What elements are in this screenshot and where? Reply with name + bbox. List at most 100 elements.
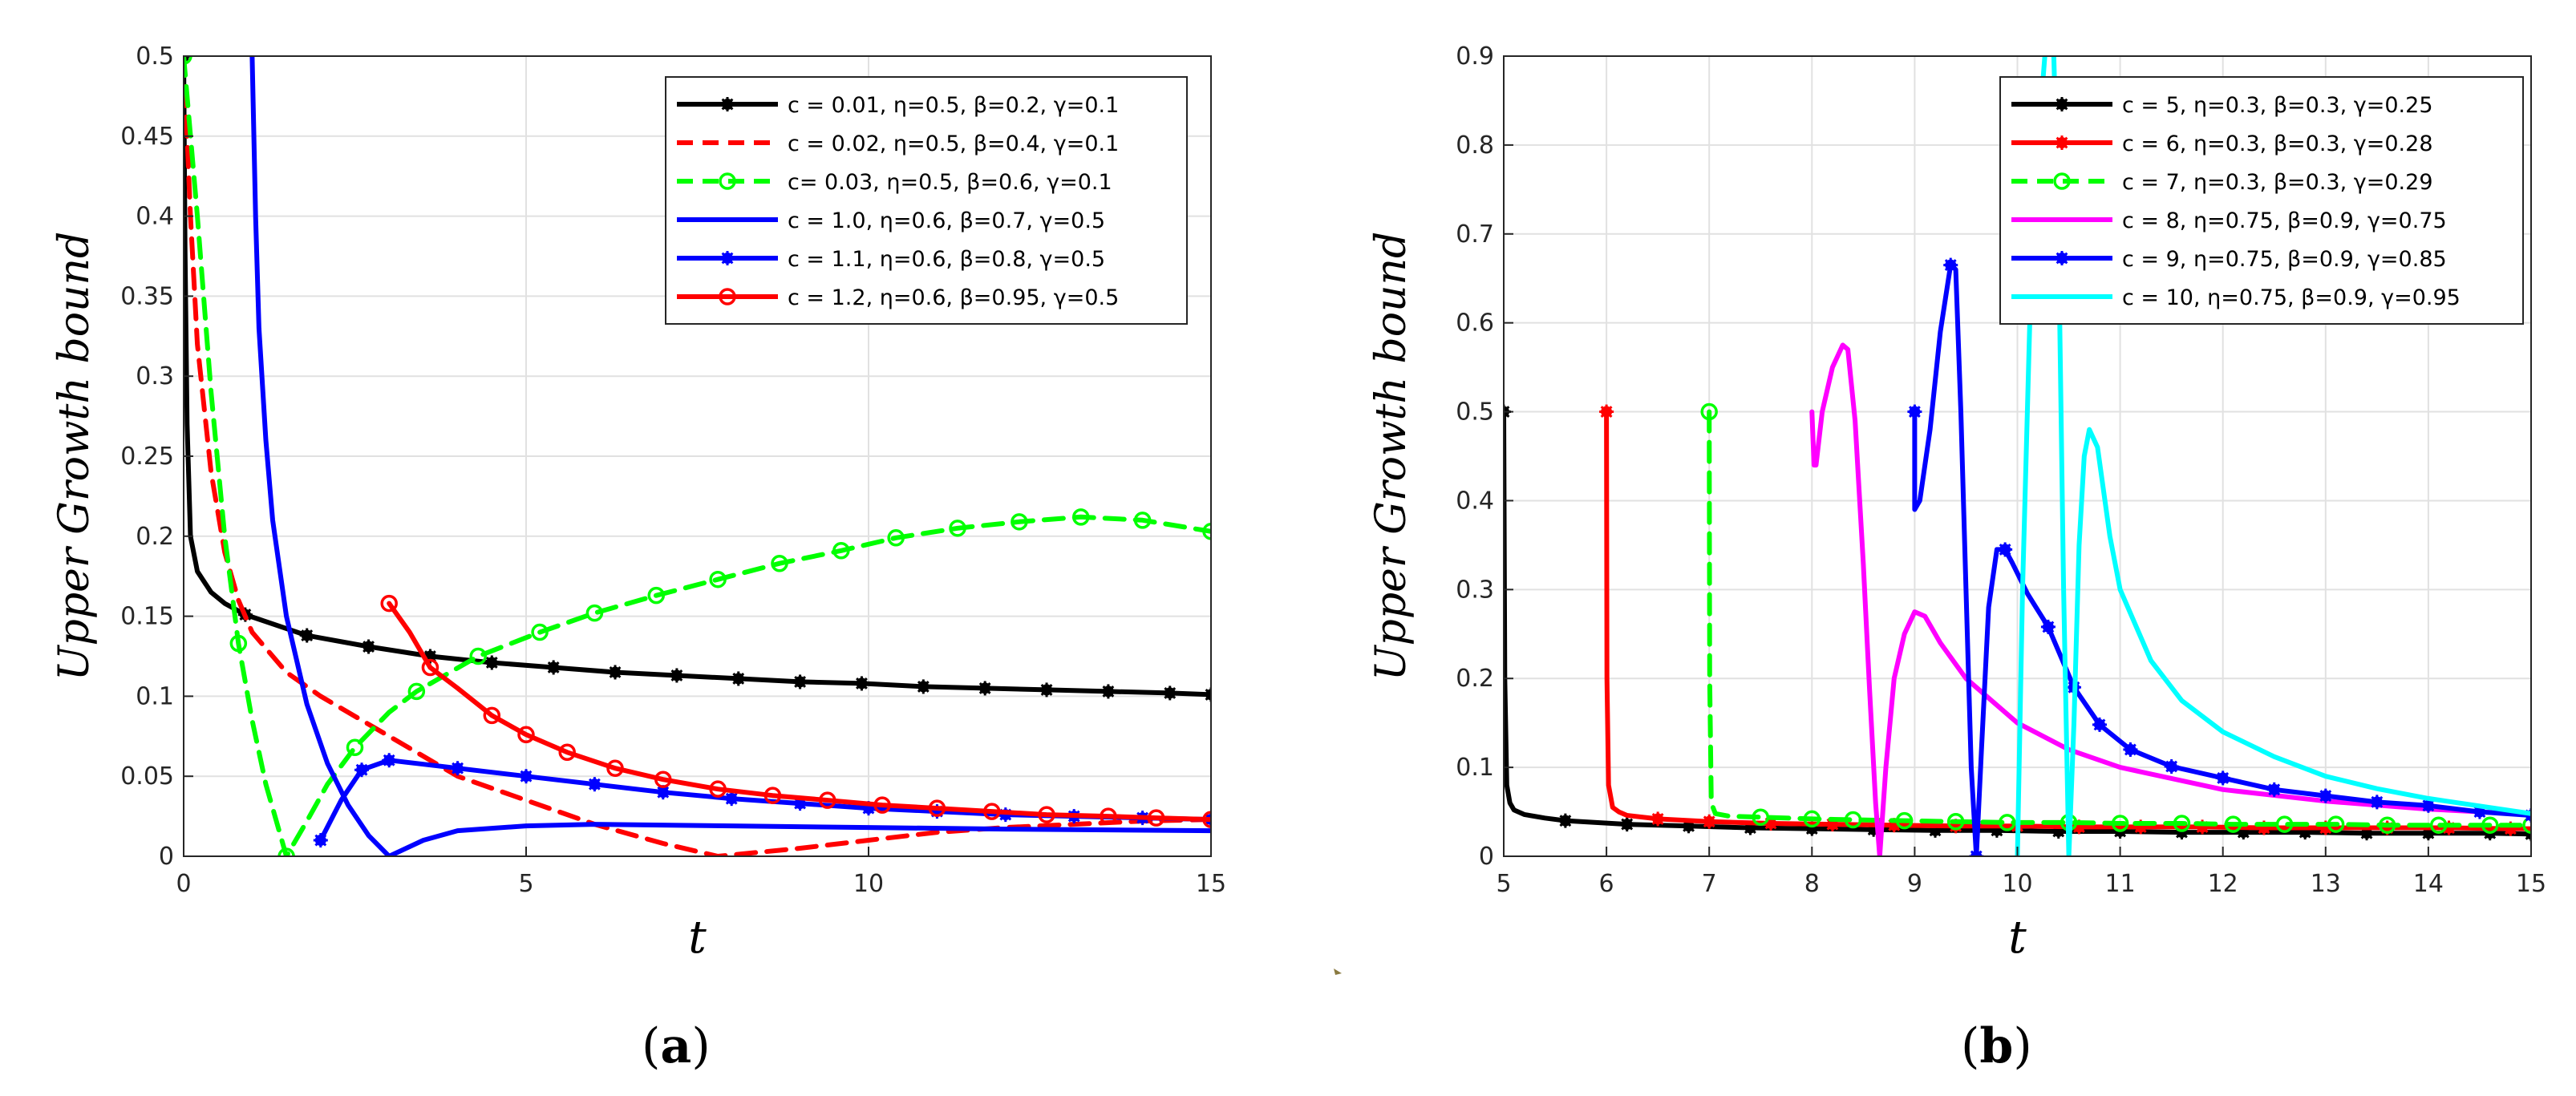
series-3-marker-14 bbox=[949, 520, 966, 537]
series-5-marker-5 bbox=[2040, 619, 2056, 634]
series-line-1 bbox=[1504, 409, 2531, 837]
series-3-marker-16 bbox=[2481, 816, 2499, 834]
x-tick-label: 10 bbox=[2002, 870, 2032, 898]
series-3-marker-9 bbox=[2111, 815, 2129, 832]
series-1-marker-2 bbox=[1557, 813, 1573, 828]
series-6-marker-9 bbox=[763, 787, 782, 804]
series-1-marker-14 bbox=[978, 681, 993, 696]
series-line-3 bbox=[1707, 409, 2531, 828]
series-5-marker-12 bbox=[2318, 788, 2333, 803]
y-tick-label: 0.1 bbox=[136, 682, 174, 710]
series-3-marker-2 bbox=[1752, 808, 1769, 826]
legend-entry-3: c= 0.03, η=0.5, β=0.6, γ=0.1 bbox=[788, 170, 1112, 195]
y-tick-label: 0.1 bbox=[1456, 754, 1494, 782]
y-tick-label: 0 bbox=[159, 843, 174, 871]
legend-marker-6 bbox=[719, 288, 736, 305]
legend-entry-6: c = 1.2, η=0.6, β=0.95, γ=0.5 bbox=[788, 285, 1119, 310]
stray-mark bbox=[1334, 969, 1342, 975]
legend-entry-2: c = 0.02, η=0.5, β=0.4, γ=0.1 bbox=[788, 131, 1119, 156]
series-2-marker-3 bbox=[1702, 814, 1717, 829]
series-3-marker-3 bbox=[277, 847, 295, 856]
legend: c = 5, η=0.3, β=0.3, γ=0.25 c = 6, η=0.3,… bbox=[1999, 76, 2524, 325]
series-6-marker-17 bbox=[1202, 811, 1211, 828]
x-tick-label: 0 bbox=[176, 870, 191, 898]
y-tick-label: 0.4 bbox=[1456, 487, 1494, 515]
x-tick-label: 6 bbox=[1599, 870, 1614, 898]
series-1-marker-16 bbox=[1100, 684, 1116, 699]
x-axis-label: t bbox=[688, 912, 707, 964]
series-1-marker-18 bbox=[1204, 687, 1211, 702]
panel-letter-a: a bbox=[660, 1018, 692, 1074]
series-3-marker-6 bbox=[469, 647, 487, 665]
series-3-marker-5 bbox=[1895, 811, 1914, 830]
series-1-marker-15 bbox=[1039, 682, 1055, 698]
series-1-marker-12 bbox=[854, 676, 869, 691]
series-3-marker-3 bbox=[1803, 810, 1821, 828]
series-5-marker-8 bbox=[724, 791, 739, 807]
legend-marker-1 bbox=[720, 97, 735, 111]
series-6-marker-11 bbox=[873, 796, 891, 814]
series-3-marker-7 bbox=[531, 623, 549, 641]
x-tick-label: 13 bbox=[2311, 870, 2341, 898]
series-5-marker-4 bbox=[1998, 542, 2013, 557]
series-3-marker-17 bbox=[2522, 816, 2531, 834]
series-1-marker-13 bbox=[916, 679, 931, 694]
series-group bbox=[184, 56, 1211, 856]
series-6-marker-16 bbox=[1147, 809, 1165, 827]
series-3-marker-2 bbox=[229, 634, 248, 653]
y-axis-label: Upper Growth bound bbox=[51, 232, 99, 681]
series-1-marker-8 bbox=[608, 665, 623, 680]
legend-entry-2: c = 6, η=0.3, β=0.3, γ=0.28 bbox=[2122, 131, 2433, 156]
series-line-3 bbox=[184, 56, 1211, 856]
series-1-marker-3 bbox=[299, 628, 314, 643]
series-3-marker-8 bbox=[585, 604, 604, 622]
panel-letter-b: b bbox=[1979, 1018, 2014, 1074]
series-3-marker-13 bbox=[2327, 815, 2345, 833]
x-tick-label: 15 bbox=[1196, 870, 1226, 898]
panel-label-b: (b) bbox=[1961, 1018, 2032, 1074]
y-tick-label: 0.05 bbox=[120, 762, 174, 791]
series-5-marker-3 bbox=[1969, 849, 1984, 856]
series-3-marker-11 bbox=[2224, 815, 2242, 833]
series-3-marker-14 bbox=[2378, 816, 2396, 834]
legend-marker-3 bbox=[719, 172, 736, 190]
y-tick-label: 0.5 bbox=[1456, 398, 1494, 427]
series-3-marker-16 bbox=[1071, 508, 1090, 526]
x-tick-label: 7 bbox=[1702, 870, 1717, 898]
series-5-marker-6 bbox=[587, 777, 602, 792]
series-3-marker-7 bbox=[1998, 814, 2016, 831]
series-6-marker-3 bbox=[483, 706, 501, 725]
chart-panel-b: 5 6 7 8 9 10 11 12 13 14 15 0 0.1 0.2 0.3 0.4 0.5 0.6 0.7 0… bbox=[1367, 42, 2546, 964]
legend: c = 0.01, η=0.5, β=0.2, γ=0.1 c = 0.02, η… bbox=[665, 76, 1188, 325]
y-tick-label: 0.2 bbox=[1456, 665, 1494, 693]
legend-entry-1: c = 5, η=0.3, β=0.3, γ=0.25 bbox=[2122, 93, 2433, 118]
series-3-marker-12 bbox=[2275, 815, 2294, 833]
legend-entry-3: c = 7, η=0.3, β=0.3, γ=0.29 bbox=[2122, 170, 2433, 195]
series-3-marker-15 bbox=[2429, 816, 2448, 834]
series-line-1 bbox=[184, 56, 1211, 698]
series-1-marker-17 bbox=[1162, 686, 1177, 701]
legend-marker-3 bbox=[2053, 172, 2071, 190]
y-tick-label: 0.8 bbox=[1456, 131, 1494, 160]
x-tick-label: 9 bbox=[1907, 870, 1922, 898]
series-3-marker-6 bbox=[1946, 813, 1965, 831]
series-line-6 bbox=[2015, 56, 2531, 856]
series-line-2 bbox=[184, 56, 1211, 856]
series-3-marker-10 bbox=[709, 570, 727, 588]
y-tick-label: 0.3 bbox=[1456, 576, 1494, 604]
series-3-marker-13 bbox=[887, 529, 905, 547]
series-1-marker-4 bbox=[361, 639, 376, 654]
y-tick-label: 0.6 bbox=[1456, 309, 1494, 338]
series-1-marker-11 bbox=[792, 674, 808, 690]
series-3-marker-4 bbox=[1844, 811, 1862, 829]
legend-entry-4: c = 8, η=0.75, β=0.9, γ=0.75 bbox=[2122, 208, 2447, 233]
series-1-marker-3 bbox=[1619, 817, 1634, 832]
series-line-6 bbox=[387, 601, 1211, 823]
series-5-marker-1 bbox=[313, 833, 328, 848]
series-3-marker-10 bbox=[2173, 815, 2191, 832]
series-6-marker-4 bbox=[517, 726, 535, 744]
series-6-marker-5 bbox=[558, 743, 576, 762]
legend-entry-6: c = 10, η=0.75, β=0.9, γ=0.95 bbox=[2122, 285, 2461, 310]
series-5-marker-14 bbox=[2420, 798, 2436, 813]
series-5-marker-3 bbox=[382, 753, 397, 768]
